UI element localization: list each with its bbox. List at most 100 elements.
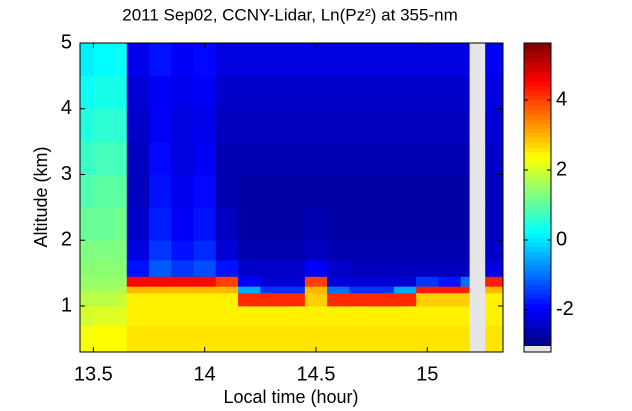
- heatmap-cell: [80, 75, 94, 110]
- heatmap-cell: [115, 43, 128, 77]
- heatmap-cell: [171, 286, 194, 294]
- heatmap-cell: [260, 276, 283, 287]
- heatmap-cell: [416, 292, 439, 307]
- heatmap-cell: [126, 286, 150, 294]
- heatmap-cell: [282, 240, 306, 261]
- heatmap-cell: [393, 108, 417, 143]
- heatmap-cell: [327, 259, 350, 277]
- colorbar-swatch: [524, 293, 551, 300]
- heatmap-cell: [260, 75, 283, 110]
- heatmap-cell: [327, 305, 350, 327]
- heatmap-cell: [126, 325, 150, 353]
- heatmap-cell: [327, 75, 350, 110]
- heatmap-cell: [371, 174, 395, 208]
- heatmap-cell: [171, 259, 194, 277]
- colorbar-swatch: [524, 331, 551, 338]
- heatmap-cell: [349, 276, 373, 287]
- heatmap-cell: [393, 141, 417, 175]
- colorbar-swatch: [524, 156, 551, 162]
- colorbar-swatch: [524, 76, 551, 82]
- heatmap-cell: [80, 259, 94, 277]
- heatmap-cell: [304, 305, 328, 327]
- colorbar-swatch: [524, 213, 551, 219]
- heatmap-cell: [469, 286, 486, 294]
- heatmap-cell: [460, 43, 471, 77]
- heatmap-cell: [215, 259, 239, 277]
- heatmap-cell: [327, 141, 350, 175]
- colorbar-swatch: [524, 298, 551, 304]
- heatmap-cell: [393, 174, 417, 208]
- heatmap-cell: [485, 276, 504, 287]
- y-tick-label: 5: [61, 31, 72, 53]
- heatmap-cell: [193, 240, 217, 261]
- heatmap-cell: [416, 108, 439, 143]
- heatmap-cell: [115, 276, 128, 287]
- heatmap-cell: [327, 292, 350, 307]
- colorbar-swatch: [524, 284, 551, 290]
- heatmap-cell: [193, 292, 217, 307]
- heatmap-cell: [171, 43, 194, 77]
- heatmap-cell: [93, 292, 117, 307]
- heatmap-cell: [282, 108, 306, 143]
- heatmap-cell: [126, 276, 150, 287]
- x-tick-label: 15: [416, 363, 438, 385]
- axes: 13.5 14 14.5 15 1 2 3 4 5: [61, 31, 504, 385]
- heatmap-cell: [149, 207, 172, 241]
- heatmap-cell: [371, 325, 395, 353]
- heatmap-cell: [460, 174, 471, 208]
- heatmap-cell: [215, 286, 239, 294]
- heatmap-cell: [438, 207, 462, 241]
- heatmap-cell: [393, 207, 417, 241]
- heatmap-cell: [238, 75, 261, 110]
- heatmap-cell: [304, 276, 328, 287]
- heatmap-cell: [438, 305, 462, 327]
- colorbar: -2 0 2 4: [523, 42, 574, 353]
- heatmap-cell: [371, 292, 395, 307]
- heatmap-cell: [193, 325, 217, 353]
- heatmap-cell: [416, 174, 439, 208]
- colorbar-swatch: [524, 180, 551, 186]
- heatmap-cell: [469, 276, 486, 287]
- colorbar-swatch: [524, 303, 551, 309]
- colorbar-swatch: [524, 132, 551, 139]
- heatmap-cell: [416, 305, 439, 327]
- heatmap-cell: [438, 108, 462, 143]
- colorbar-frame: [523, 42, 552, 353]
- colorbar-swatch: [524, 175, 551, 181]
- heatmap-cell: [304, 207, 328, 241]
- heatmap-cell: [93, 75, 117, 110]
- colorbar-swatch: [524, 170, 551, 177]
- y-tick-label: 4: [61, 97, 72, 119]
- heatmap-cell: [327, 325, 350, 353]
- heatmap-cell: [282, 325, 306, 353]
- heatmap-cell: [460, 276, 471, 287]
- heatmap-cell: [416, 207, 439, 241]
- heatmap-cell: [171, 305, 194, 327]
- heatmap-cell: [460, 240, 471, 261]
- heatmap-cell: [193, 305, 217, 327]
- heatmap-cell: [282, 174, 306, 208]
- heatmap-cell: [371, 286, 395, 294]
- heatmap-cell: [469, 43, 486, 77]
- heatmap: [80, 43, 504, 353]
- plot-frame: [79, 42, 504, 353]
- colorbar-tick-label: 2: [556, 158, 567, 180]
- heatmap-cell: [238, 286, 261, 294]
- heatmap-cell: [149, 259, 172, 277]
- heatmap-cell: [80, 292, 94, 307]
- colorbar-swatch: [524, 47, 551, 53]
- heatmap-cell: [215, 325, 239, 353]
- colorbar-swatch: [524, 61, 551, 68]
- colorbar-swatch: [524, 199, 551, 205]
- heatmap-cell: [215, 174, 239, 208]
- colorbar-swatch: [524, 246, 551, 252]
- heatmap-cell: [485, 43, 504, 77]
- heatmap-cell: [469, 207, 486, 241]
- heatmap-cell: [460, 141, 471, 175]
- heatmap-cell: [126, 141, 150, 175]
- heatmap-cell: [469, 259, 486, 277]
- y-axis-label: Altitude (km): [31, 146, 51, 247]
- heatmap-cell: [282, 75, 306, 110]
- heatmap-cell: [469, 141, 486, 175]
- heatmap-cell: [485, 174, 504, 208]
